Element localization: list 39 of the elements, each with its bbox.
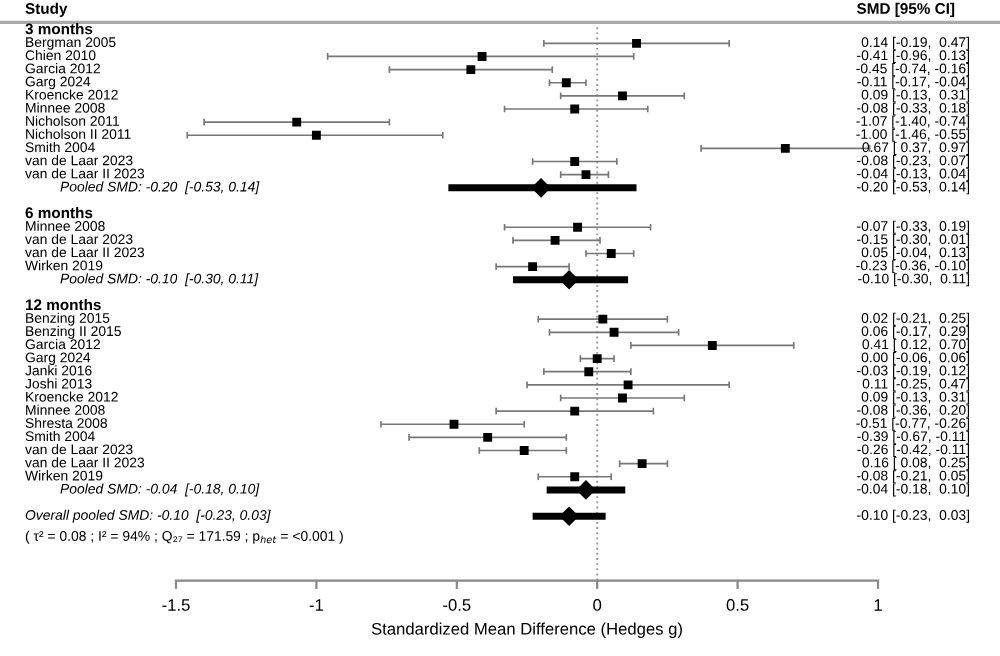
point xyxy=(311,130,321,140)
point xyxy=(570,157,580,166)
x-axis-title: Standardized Mean Difference (Hedges g) xyxy=(371,622,682,639)
point xyxy=(632,38,641,48)
point xyxy=(618,91,627,101)
point xyxy=(609,327,619,337)
point xyxy=(449,419,459,429)
point xyxy=(570,104,580,114)
point xyxy=(592,354,602,364)
point xyxy=(707,340,717,350)
point xyxy=(531,178,551,198)
point xyxy=(570,406,580,416)
point xyxy=(466,65,476,75)
point xyxy=(598,314,608,324)
point xyxy=(581,170,591,180)
point xyxy=(528,262,538,272)
point xyxy=(559,270,579,290)
point xyxy=(637,459,647,469)
point xyxy=(550,235,560,245)
point xyxy=(623,380,633,390)
point xyxy=(483,432,493,442)
point xyxy=(780,143,790,153)
point xyxy=(573,222,582,232)
x-tick-label: -0.5 xyxy=(443,599,471,611)
x-tick-label: 0 xyxy=(593,599,602,611)
point xyxy=(519,446,529,455)
point xyxy=(559,506,579,526)
point xyxy=(606,249,616,258)
point xyxy=(618,393,627,403)
point xyxy=(576,480,596,500)
point xyxy=(477,52,487,61)
point xyxy=(292,117,302,127)
x-tick-label: -1 xyxy=(309,599,323,611)
point xyxy=(584,367,594,377)
x-tick-label: 1 xyxy=(874,599,882,611)
point xyxy=(561,78,571,88)
point xyxy=(570,472,580,482)
x-tick-label: -1.5 xyxy=(162,599,190,611)
x-tick-label: 0.5 xyxy=(726,599,749,611)
